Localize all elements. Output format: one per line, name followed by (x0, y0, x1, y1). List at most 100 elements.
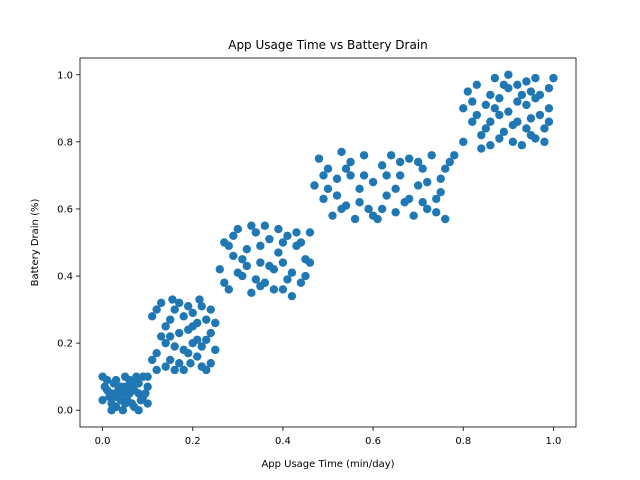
data-point (143, 372, 152, 381)
data-point (134, 389, 143, 398)
data-point (152, 365, 161, 375)
data-point (256, 241, 265, 251)
data-point (463, 87, 472, 96)
data-point (377, 161, 387, 170)
data-point (468, 97, 477, 106)
data-point (486, 90, 495, 100)
data-point (195, 295, 204, 304)
data-point (332, 191, 342, 200)
data-point (499, 80, 509, 90)
data-point (202, 335, 211, 344)
data-point (409, 211, 418, 220)
data-point (404, 194, 414, 204)
data-point (319, 171, 328, 180)
data-point (202, 365, 211, 375)
data-point (202, 315, 211, 324)
data-point (513, 97, 522, 106)
data-point (432, 208, 441, 217)
data-point (391, 208, 400, 217)
data-point (436, 187, 445, 197)
y-tick-label: 0.8 (57, 137, 73, 148)
points-layer (98, 70, 558, 415)
y-tick-label: 0.2 (57, 339, 73, 350)
data-point (386, 151, 396, 160)
data-point (170, 365, 179, 375)
data-point (413, 181, 423, 190)
data-point (477, 144, 486, 153)
data-point (418, 198, 427, 207)
data-point (274, 248, 283, 257)
data-point (468, 117, 477, 126)
data-point (247, 288, 256, 298)
data-point (152, 305, 161, 314)
data-point (531, 73, 540, 83)
data-point (118, 406, 128, 415)
x-tick-label: 0.6 (365, 436, 381, 447)
data-point (193, 335, 202, 344)
data-point (233, 268, 243, 277)
data-point (395, 157, 405, 167)
data-point (220, 278, 229, 287)
data-point (156, 298, 166, 308)
data-point (296, 238, 306, 247)
data-point (477, 130, 486, 140)
data-point (526, 114, 536, 123)
data-point (459, 104, 468, 113)
data-point (359, 171, 369, 180)
data-point (109, 379, 119, 388)
data-point (382, 171, 391, 180)
data-point (472, 80, 481, 90)
data-point (274, 224, 283, 234)
data-point (278, 238, 288, 247)
data-point (346, 171, 355, 180)
data-point (481, 100, 491, 110)
data-point (544, 104, 554, 113)
data-point (382, 191, 391, 200)
data-point (292, 228, 301, 237)
data-point (404, 154, 414, 163)
data-point (526, 87, 536, 96)
y-axis: 0.0 0.2 0.4 0.6 0.8 1.0 (57, 70, 80, 417)
data-point (156, 332, 166, 341)
data-point (418, 164, 427, 173)
data-point (107, 399, 116, 408)
data-point (486, 141, 495, 150)
data-point (296, 278, 306, 287)
data-point (184, 302, 193, 311)
data-point (441, 214, 450, 224)
data-point (535, 110, 545, 120)
data-point (161, 338, 170, 348)
data-point (341, 164, 351, 173)
y-tick-label: 0.6 (57, 204, 73, 215)
data-point (229, 251, 238, 261)
data-point (364, 204, 373, 214)
data-point (522, 124, 531, 133)
data-point (165, 315, 175, 324)
x-axis: 0.0 0.2 0.4 0.6 0.8 1.0 (95, 427, 562, 447)
x-tick-label: 0.4 (275, 436, 291, 447)
data-point (283, 231, 292, 240)
data-point (111, 392, 121, 402)
data-point (517, 90, 527, 100)
data-point (251, 275, 261, 284)
data-point (287, 268, 297, 277)
data-point (481, 124, 491, 133)
data-point (355, 198, 364, 207)
data-point (495, 110, 504, 120)
data-point (260, 221, 270, 230)
data-point (161, 362, 170, 371)
data-point (310, 181, 319, 190)
data-point (211, 345, 220, 355)
x-tick-label: 1.0 (546, 436, 562, 447)
x-tick-label: 0.8 (455, 436, 471, 447)
data-point (188, 308, 197, 318)
data-point (531, 94, 540, 103)
data-point (247, 221, 256, 230)
data-point (256, 281, 265, 291)
data-point (305, 228, 315, 237)
data-point (215, 265, 224, 274)
data-point (337, 204, 346, 214)
data-point (490, 104, 500, 113)
data-point (211, 318, 220, 328)
data-point (152, 349, 161, 358)
